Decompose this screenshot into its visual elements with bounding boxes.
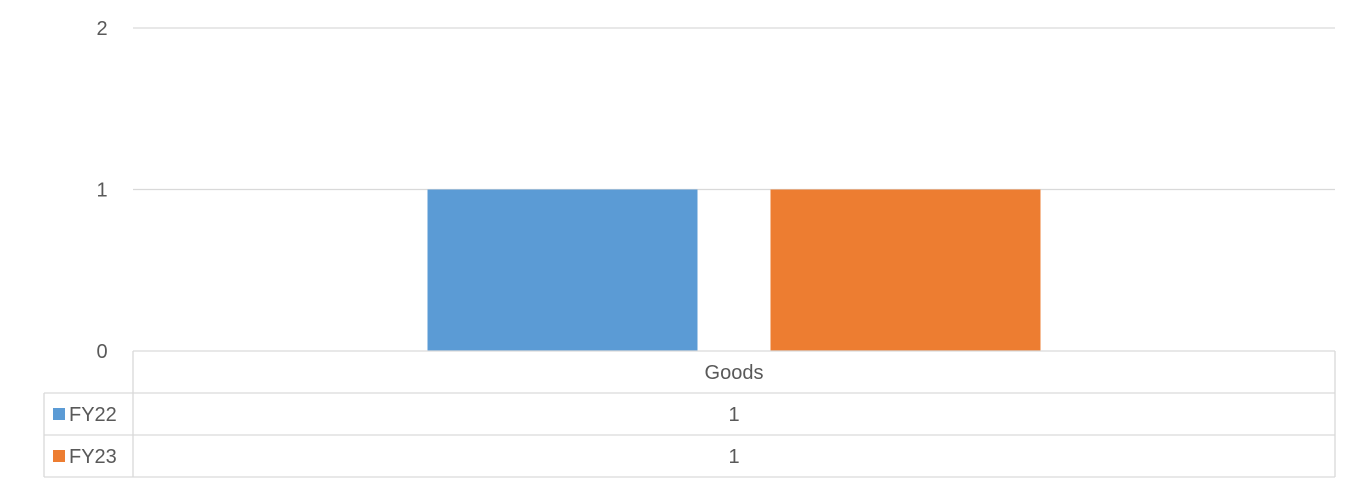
legend-label: FY22	[69, 404, 117, 426]
bar-fy23	[770, 189, 1041, 351]
table-cell-value: 1	[728, 404, 739, 426]
y-axis-ticks: 0 1 2	[96, 18, 107, 363]
legend-key-fy22	[53, 408, 65, 420]
legend-label: FY23	[69, 446, 117, 468]
table-cell-value: 1	[728, 446, 739, 468]
data-table: Goods FY22 1 FY23 1	[43, 350, 1336, 478]
y-tick-label: 0	[96, 341, 107, 363]
gridlines	[133, 27, 1335, 191]
table-header-category: Goods	[705, 362, 764, 384]
bar-fy22	[427, 189, 698, 351]
legend-key-fy23	[53, 450, 65, 462]
y-tick-label: 2	[96, 18, 107, 40]
bars	[427, 189, 1041, 351]
y-tick-label: 1	[96, 180, 107, 202]
